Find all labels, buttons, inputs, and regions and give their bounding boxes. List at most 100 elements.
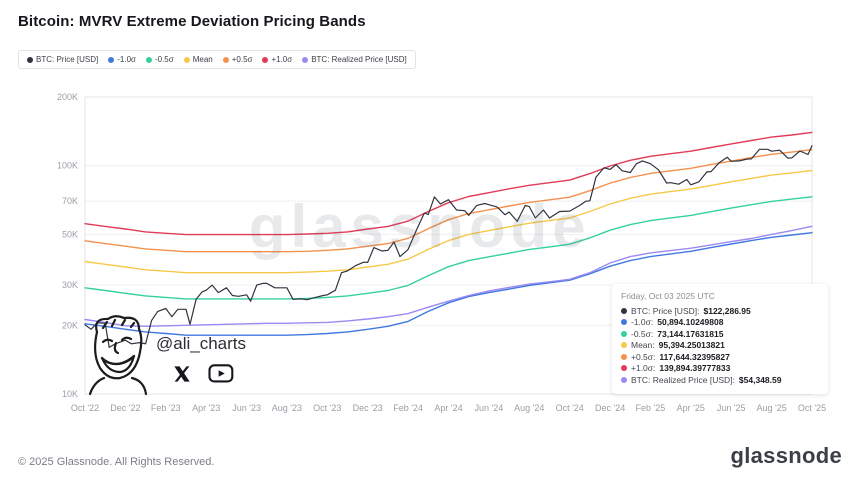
legend-item[interactable]: -0.5σ xyxy=(145,55,174,64)
tooltip-row-label: Mean: xyxy=(631,340,655,351)
y-axis-labels: 200K 100K 70K 50K 30K 20K 10K xyxy=(57,92,78,399)
tooltip-row-label: +1.0σ: xyxy=(631,363,656,374)
legend-dot xyxy=(302,56,309,63)
series-line-btc-price-usd- xyxy=(84,145,813,348)
legend-dot xyxy=(27,56,33,63)
tooltip-row-value: 73,144.17631815 xyxy=(657,328,724,339)
youtube-icon xyxy=(208,364,234,383)
legend-label: BTC: Price [USD] xyxy=(36,55,99,64)
tooltip-row-value: 95,394.25013821 xyxy=(658,340,725,351)
tooltip-date: Friday, Oct 03 2025 UTC xyxy=(621,291,715,301)
legend-dot xyxy=(262,56,269,63)
ali-charts-watermark: @ali_charts xyxy=(86,312,326,408)
legend-item[interactable]: BTC: Price [USD] xyxy=(27,55,98,64)
tooltip-row-dot xyxy=(621,342,627,349)
x-tick-label: Apr '25 xyxy=(677,403,705,413)
tooltip-row-dot xyxy=(621,365,627,372)
tooltip-row-label: -0.5σ: xyxy=(631,328,654,339)
page-title: Bitcoin: MVRV Extreme Deviation Pricing … xyxy=(18,13,366,30)
tooltip-row-label: BTC: Price [USD]: xyxy=(631,305,700,316)
tooltip-row: BTC: Realized Price [USD]: $54,348.59 xyxy=(621,374,819,386)
x-tick-label: Dec '24 xyxy=(595,403,625,413)
legend-item[interactable]: +0.5σ xyxy=(222,55,253,64)
plot-border xyxy=(84,96,813,395)
tooltip-row-label: -1.0σ: xyxy=(631,317,654,328)
glassnode-logo: glassnode xyxy=(730,443,842,468)
x-tick-label: Aug '23 xyxy=(272,403,302,413)
legend-dot xyxy=(222,56,229,63)
legend-item[interactable]: -1.0σ xyxy=(108,55,136,64)
tooltip-row: BTC: Price [USD]: $122,286.95 xyxy=(621,305,819,317)
tooltip-row: -1.0σ: 50,894.10249808 xyxy=(621,317,819,329)
series-line-btc-realized-price-usd- xyxy=(84,225,813,328)
x-tick-label: Feb '25 xyxy=(636,403,666,413)
tooltip-row-value: 117,644.32395827 xyxy=(659,351,730,362)
y-tick-label: 20K xyxy=(62,320,78,330)
footer-copyright: © 2025 Glassnode. All Rights Reserved. xyxy=(18,456,215,468)
x-tick-label: Oct '23 xyxy=(313,403,341,413)
tooltip-row-label: +0.5σ: xyxy=(631,351,656,362)
tooltip-row-dot xyxy=(621,319,627,326)
series-line-+0.5σ xyxy=(84,148,813,253)
x-tick-label: Jun '24 xyxy=(475,403,504,413)
legend-label: -0.5σ xyxy=(154,55,174,64)
series-line-+1.0σ xyxy=(84,131,813,236)
x-tick-label: Aug '25 xyxy=(756,403,786,413)
y-tick-label: 70K xyxy=(62,196,78,206)
series-line--1.0σ xyxy=(84,231,813,336)
y-tick-label: 30K xyxy=(62,280,78,290)
legend-label: -1.0σ xyxy=(117,55,136,64)
price-chart-svg[interactable]: 200K 100K 70K 50K 30K 20K 10K Oct '22 Dec '22 Feb… xyxy=(0,84,832,424)
legend-label: BTC: Realized Price [USD] xyxy=(311,55,407,64)
legend-item[interactable]: +1.0σ xyxy=(262,55,292,64)
tooltip-row-label: BTC: Realized Price [USD]: xyxy=(631,374,735,385)
x-tick-label: Dec '22 xyxy=(110,403,140,413)
legend-label: +1.0σ xyxy=(271,55,293,64)
x-tick-label: Oct '22 xyxy=(71,403,99,413)
legend-dot xyxy=(145,56,152,63)
x-tick-label: Oct '24 xyxy=(556,403,584,413)
chart-tooltip: Friday, Oct 03 2025 UTC BTC: Price [USD]… xyxy=(612,284,828,394)
tooltip-row-value: $122,286.95 xyxy=(703,305,751,316)
tooltip-row-value: $54,348.59 xyxy=(738,374,782,385)
chart-area[interactable]: 200K 100K 70K 50K 30K 20K 10K Oct '22 Dec '22 Feb… xyxy=(0,84,860,424)
legend-label: Mean xyxy=(192,55,213,64)
x-tick-label: Jun '23 xyxy=(232,403,261,413)
y-tick-label: 10K xyxy=(62,389,78,399)
x-axis-labels: Oct '22 Dec '22 Feb '23 Apr '23 Jun '23 Aug '… xyxy=(71,403,826,413)
y-tick-label: 100K xyxy=(57,161,78,171)
ali-social-icons xyxy=(173,364,234,383)
chart-legend: BTC: Price [USD] -1.0σ -0.5σ Mean +0.5σ +1.0σ… xyxy=(18,50,416,69)
tooltip-row-dot xyxy=(621,376,627,383)
x-tick-label: Jun '25 xyxy=(717,403,746,413)
tooltip-rows: BTC: Price [USD]: $122,286.95 -1.0σ: 50,894… xyxy=(621,305,819,386)
series-line-mean xyxy=(84,169,813,274)
tooltip-row: -0.5σ: 73,144.17631815 xyxy=(621,328,819,340)
x-tick-label: Aug '24 xyxy=(514,403,544,413)
tooltip-row: +0.5σ: 117,644.32395827 xyxy=(621,351,819,363)
x-tick-label: Feb '23 xyxy=(151,403,181,413)
x-twitter-icon xyxy=(174,365,190,382)
tooltip-row: +1.0σ: 139,894.39777833 xyxy=(621,363,819,375)
tooltip-row-dot xyxy=(621,307,627,314)
x-tick-label: Apr '24 xyxy=(434,403,462,413)
y-tick-label: 200K xyxy=(57,92,78,102)
tooltip-row-dot xyxy=(621,330,627,337)
face-sketch-image xyxy=(88,315,148,396)
legend-dot xyxy=(108,56,115,63)
x-tick-label: Oct '25 xyxy=(798,403,826,413)
x-tick-label: Feb '24 xyxy=(393,403,423,413)
ali-charts-handle: @ali_charts xyxy=(156,334,247,353)
legend-item[interactable]: BTC: Realized Price [USD] xyxy=(302,55,407,64)
tooltip-row-value: 139,894.39777833 xyxy=(659,363,731,374)
legend-dot xyxy=(183,56,190,63)
series-line--0.5σ xyxy=(84,196,813,300)
x-tick-label: Dec '23 xyxy=(353,403,383,413)
y-tick-label: 50K xyxy=(62,229,78,239)
tooltip-row-value: 50,894.10249808 xyxy=(657,317,724,328)
legend-label: +0.5σ xyxy=(231,55,253,64)
x-tick-label: Apr '23 xyxy=(192,403,220,413)
legend-item[interactable]: Mean xyxy=(183,55,213,64)
tooltip-row-dot xyxy=(621,353,627,360)
tooltip-row: Mean: 95,394.25013821 xyxy=(621,340,819,352)
